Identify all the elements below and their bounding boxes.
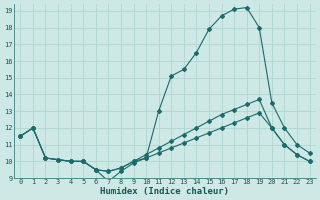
- X-axis label: Humidex (Indice chaleur): Humidex (Indice chaleur): [100, 187, 229, 196]
